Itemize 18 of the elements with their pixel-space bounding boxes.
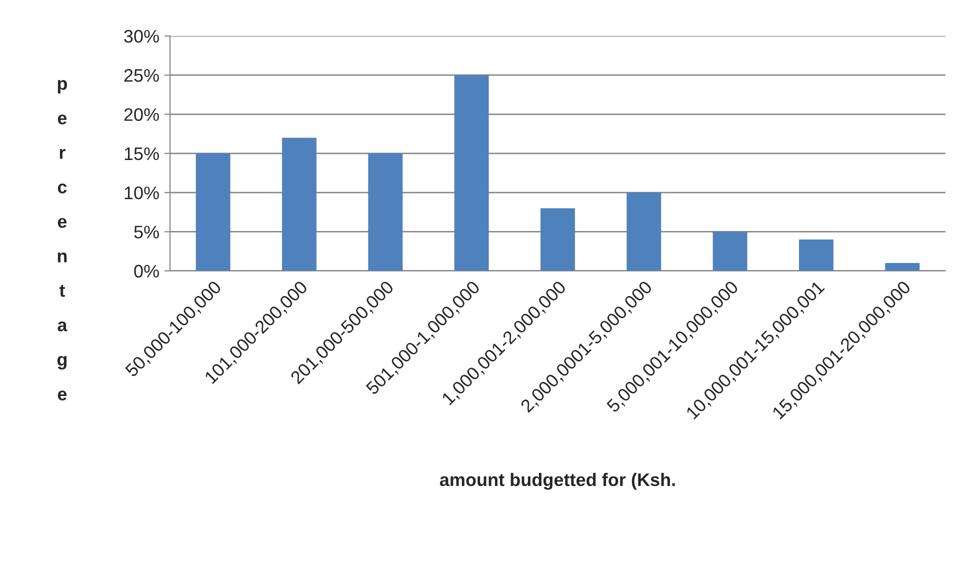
y-tick-label: 25% bbox=[124, 69, 159, 82]
text: percentage bbox=[57, 80, 68, 400]
y-tick-label: 30% bbox=[124, 30, 159, 43]
bar bbox=[196, 153, 230, 271]
bar bbox=[368, 153, 403, 271]
bar bbox=[626, 192, 662, 271]
y-tick-label: 10% bbox=[124, 186, 159, 200]
bar bbox=[798, 240, 834, 271]
y-tick-label: 0% bbox=[134, 264, 159, 278]
bar bbox=[540, 208, 575, 271]
bar bbox=[885, 263, 920, 271]
x-axis-title: amount budgetted for (Ksh. bbox=[440, 472, 675, 490]
y-tick-label: 20% bbox=[124, 108, 159, 121]
bar bbox=[454, 75, 489, 271]
bar bbox=[712, 232, 748, 271]
y-tick-label: 15% bbox=[124, 147, 159, 160]
y-tick-label: 5% bbox=[134, 226, 159, 238]
bar bbox=[282, 138, 316, 271]
